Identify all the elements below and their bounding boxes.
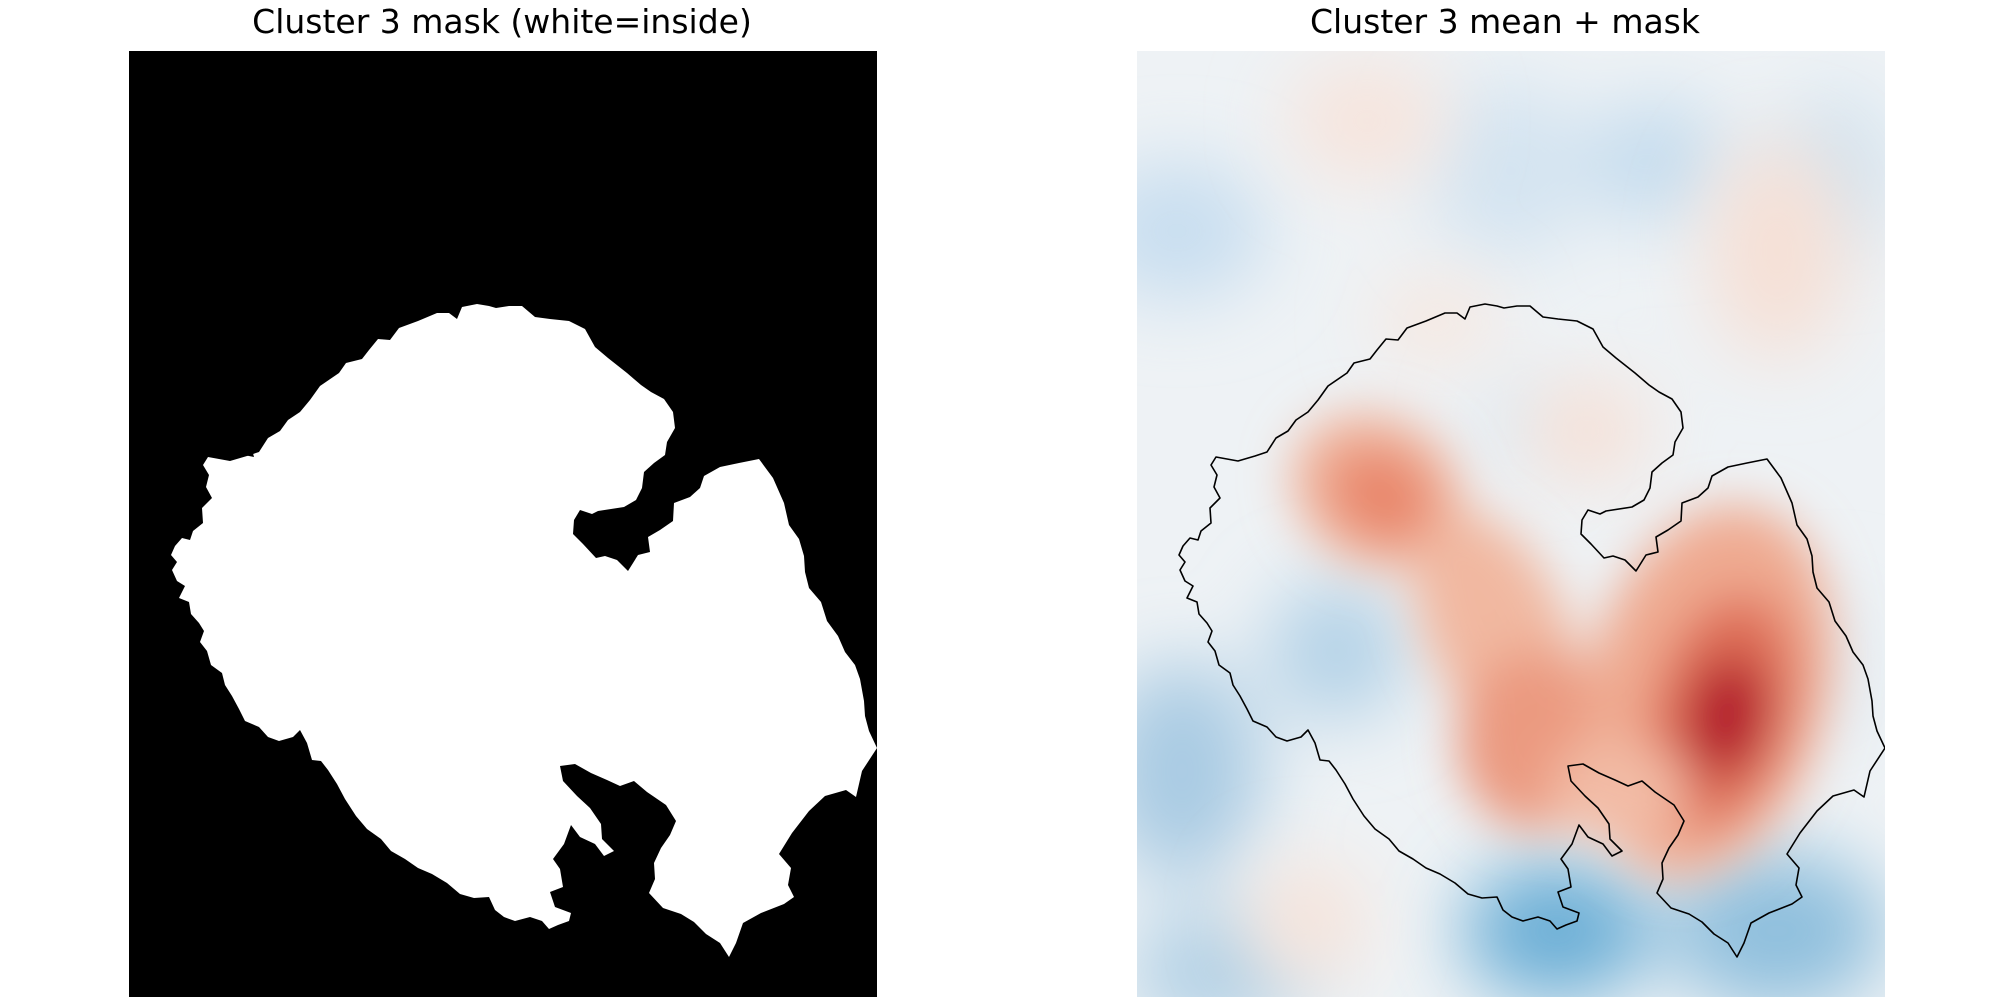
mask-inside-region: [171, 304, 877, 957]
mask-image: [129, 51, 877, 997]
faint-red-anomalies: [1247, 61, 1847, 981]
mask-panel-title: Cluster 3 mask (white=inside): [252, 2, 752, 41]
mask-panel: Cluster 3 mask (white=inside): [129, 2, 877, 997]
red-anomalies: [1290, 411, 1833, 878]
mean-panel-title: Cluster 3 mean + mask: [1310, 2, 1700, 41]
mask-notch: [239, 446, 254, 457]
mean-field-image: [1137, 51, 1885, 997]
mask-contour: [1178, 303, 1885, 958]
mean-panel: Cluster 3 mean + mask: [1000, 0, 2000, 1000]
